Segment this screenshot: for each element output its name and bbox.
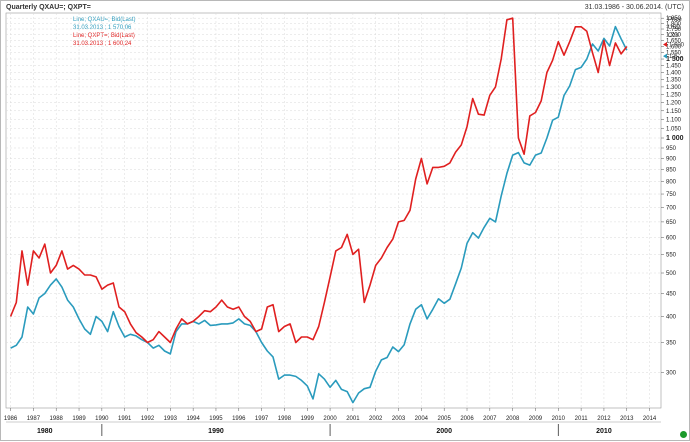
x-decade-label: 2010 [596,428,612,435]
x-tick-label: 1994 [186,416,200,422]
x-tick-label: 2003 [392,416,406,422]
y-tick-label: 1.250 [666,93,682,99]
x-tick-label: 1993 [164,416,178,422]
x-tick-label: 1990 [95,416,109,422]
y-tick-label: 1.200 [666,100,682,106]
x-decade-label: 1990 [208,428,224,435]
chart-title: Quarterly QXAU=; QXPT= [6,4,91,11]
gold-last-label: 1 5... [669,54,683,60]
x-tick-label: 1997 [255,416,269,422]
y-tick-label: 700 [666,205,677,211]
y-tick-label: 1.850 [666,16,682,22]
y-axis-title-currency: USD [668,25,681,31]
x-tick-label: 2011 [575,416,589,422]
series-line-qxpt [9,17,628,344]
x-tick-label: 2001 [346,416,360,422]
y-axis-title-unit: Ozs [668,33,679,39]
x-tick-label: 1989 [72,416,86,422]
x-tick-label: 2004 [415,416,429,422]
y-tick-label: 350 [666,340,677,346]
y-tick-label: 1.550 [666,51,682,57]
x-tick-label: 1998 [278,416,292,422]
y-tick-label: 1.450 [666,64,682,70]
x-tick-label: 2010 [552,416,566,422]
y-tick-label: 400 [666,314,677,320]
y-tick-label: 1.650 [666,38,682,44]
x-tick-label: 2008 [506,416,520,422]
x-tick-label: 1987 [27,416,41,422]
y-tick-label: 1.150 [666,109,682,115]
y-tick-label: 950 [666,146,677,152]
y-tick-label: 1.100 [666,117,682,123]
y-tick-label: 1 500 [666,56,684,63]
y-tick-label: 1.700 [666,33,682,39]
y-tick-label: 850 [666,168,677,174]
y-tick-label: 600 [666,235,677,241]
y-tick-label: 450 [666,292,677,298]
y-tick-label: 1.400 [666,70,682,76]
legend-platinum-last-value: 31.03.2013 ; 1 600,24 [73,41,132,47]
x-tick-label: 1991 [118,416,132,422]
x-tick-label: 2013 [620,416,634,422]
y-tick-label: 750 [666,192,677,198]
y-tick-label: 1.350 [666,78,682,84]
legend-gold-last-value: 31.03.2013 ; 1 570,06 [73,25,132,31]
plot-border [5,12,662,409]
x-tick-label: 1988 [50,416,64,422]
x-tick-label: 1992 [141,416,155,422]
date-range-label: 31.03.1986 - 30.06.2014. (UTC) [584,4,684,11]
x-tick-label: 1999 [301,416,315,422]
platinum-last-marker [663,41,667,47]
series-lines [9,17,628,404]
x-tick-label: 2002 [369,416,383,422]
y-tick-label: 800 [666,179,677,185]
gold-last-marker [663,53,667,59]
x-tick-label: 2000 [323,416,337,422]
y-axis-title-price: Price [668,17,682,23]
x-tick-label: 2006 [460,416,474,422]
platinum-last-label: 1 600 [669,42,685,48]
y-tick-label: 1.800 [666,22,682,28]
x-tick-label: 1986 [4,416,18,422]
series-line-qxau [10,25,628,404]
x-tick-label: 2012 [597,416,611,422]
x-decade-label: 1980 [37,428,53,435]
y-tick-label: 1.300 [666,85,682,91]
y-tick-label: 1.050 [666,127,682,133]
y-tick-label: 550 [666,252,677,258]
x-axis: 1986 1987 1988 1989 1990 1991 1992 1993 1994 1995… [4,408,661,436]
y-tick-label: 300 [666,370,677,376]
grid-lines [5,12,662,409]
y-tick-label: 1.600 [666,44,682,50]
legend-gold-series: Line; QXAU=; Bid(Last) [73,17,136,23]
x-tick-label: 1996 [232,416,246,422]
y-tick-label: 1.750 [666,27,682,33]
x-tick-label: 1995 [209,416,223,422]
y-tick-label: 500 [666,271,677,277]
x-tick-label: 2014 [643,416,657,422]
y-tick-label: 650 [666,220,677,226]
legend-platinum-series: Line; QXPT=; Bid(Last) [73,33,135,39]
x-decade-label: 2000 [436,428,452,435]
x-tick-label: 2009 [529,416,543,422]
y-tick-label: 900 [666,157,677,163]
x-tick-label: 2005 [438,416,452,422]
y-axis: 300 350 400 450 500 550 600 650 700 750 800 850 900 9… [661,16,684,376]
x-tick-label: 2007 [483,416,497,422]
last-value-markers: 1 600 1 5... [663,41,685,60]
connection-status-icon [680,431,687,438]
y-tick-label: 1 000 [666,135,684,142]
